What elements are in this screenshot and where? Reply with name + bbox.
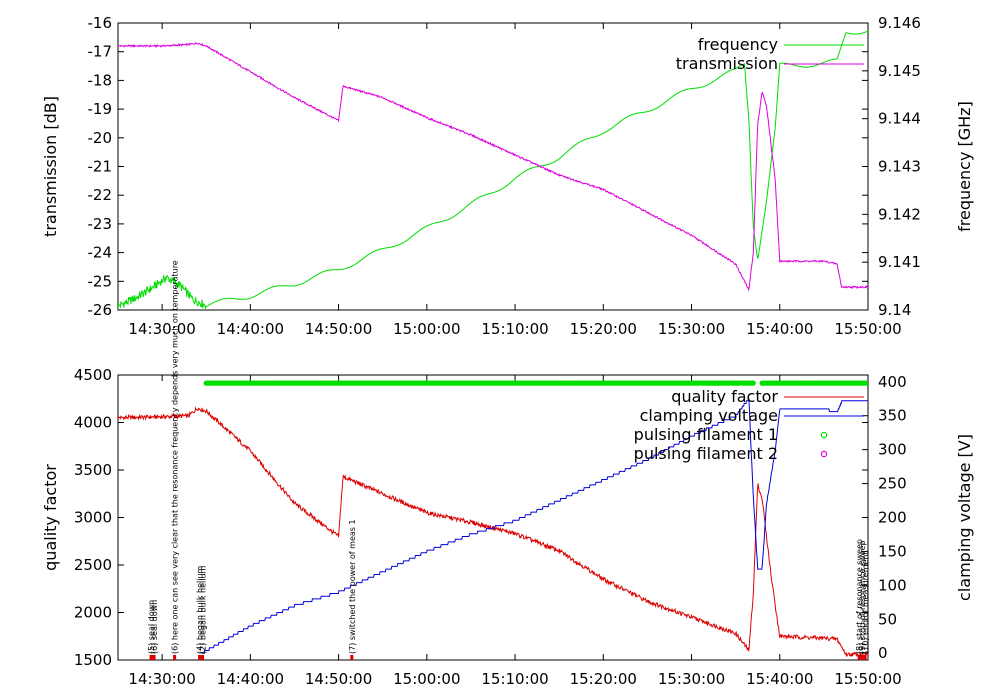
bottom-y2-tick-label: 300 bbox=[878, 441, 907, 459]
top-y2-tick-label: 9.145 bbox=[878, 62, 921, 80]
top-y-tick-label: -24 bbox=[88, 244, 113, 262]
bottom-y2-tick-label: 400 bbox=[878, 373, 907, 391]
top-legend-label: transmission bbox=[676, 54, 778, 73]
top-x-tick-label: 15:00:00 bbox=[393, 320, 460, 338]
top-y-tick-label: -17 bbox=[88, 43, 113, 61]
annotation-marker bbox=[350, 655, 354, 660]
top-y2-tick-label: 9.14 bbox=[878, 301, 911, 319]
bottom-legend-label: pulsing filament 1 bbox=[634, 425, 778, 444]
bottom-y2-tick-label: 150 bbox=[878, 542, 907, 560]
top-y-tick-label: -26 bbox=[88, 301, 113, 319]
bottom-y-tick-label: 1500 bbox=[74, 651, 112, 669]
bottom-legend-label: pulsing filament 2 bbox=[634, 444, 778, 463]
top-y-axis-label: transmission [dB] bbox=[41, 96, 60, 237]
annotation-label: (5) seal down bbox=[147, 600, 156, 654]
bottom-y2-axis-label: clamping voltage [V] bbox=[955, 434, 974, 601]
top-y-tick-label: -20 bbox=[88, 129, 113, 147]
bottom-legend-label: quality factor bbox=[671, 387, 778, 406]
annotation-label: (7) switched the power of meas 1 bbox=[348, 519, 357, 654]
bottom-legend-label: clamping voltage bbox=[640, 406, 778, 425]
bottom-x-tick-label: 15:00:00 bbox=[393, 670, 460, 688]
clamping-voltage-line bbox=[201, 397, 868, 654]
bottom-y-tick-label: 3000 bbox=[74, 509, 112, 527]
bottom-y2-tick-label: 250 bbox=[878, 475, 907, 493]
top-x-tick-label: 15:30:00 bbox=[658, 320, 725, 338]
top-x-tick-label: 14:30:00 bbox=[128, 320, 195, 338]
bottom-x-tick-label: 15:10:00 bbox=[481, 670, 548, 688]
top-legend-label: frequency bbox=[698, 35, 778, 54]
bottom-y-tick-label: 2500 bbox=[74, 556, 112, 574]
bottom-legend-swatch bbox=[820, 431, 828, 439]
top-y-tick-label: -25 bbox=[88, 272, 113, 290]
top-y2-tick-label: 9.141 bbox=[878, 253, 921, 271]
top-y2-axis-label: frequency [GHz] bbox=[955, 101, 974, 232]
bottom-x-tick-label: 15:20:00 bbox=[570, 670, 637, 688]
bottom-y2-tick-label: 350 bbox=[878, 407, 907, 425]
annotation-marker bbox=[857, 655, 861, 660]
bottom-panel: 1500 2000 2500 3000 3500 4000 4500 0 50 100 150 200… bbox=[41, 260, 974, 688]
annotation-label: (8) start of resonance sweep bbox=[855, 539, 864, 654]
bottom-series-group bbox=[118, 380, 868, 658]
top-series-group bbox=[118, 30, 868, 310]
top-x-tick-label: 14:50:00 bbox=[305, 320, 372, 338]
bottom-y2-tick-label: 200 bbox=[878, 509, 907, 527]
pulsing-point bbox=[865, 380, 868, 386]
bottom-x-tick-label: 14:40:00 bbox=[217, 670, 284, 688]
frequency-line bbox=[118, 30, 868, 310]
annotation-label: (6) seal down bbox=[150, 600, 159, 654]
annotation-marker bbox=[198, 655, 202, 660]
bottom-y2-tick-label: 50 bbox=[878, 610, 897, 628]
bottom-x-tick-label: 14:30:00 bbox=[128, 670, 195, 688]
top-y-tick-label: -22 bbox=[88, 186, 113, 204]
top-x-tick-label: 15:10:00 bbox=[481, 320, 548, 338]
annotation-label: (10) end of measurement bbox=[861, 551, 870, 654]
annotation-label: (4) began bulk helium bbox=[196, 565, 205, 654]
pulsing-point bbox=[750, 380, 756, 386]
top-x-tick-label: 15:20:00 bbox=[570, 320, 637, 338]
bottom-x-tick-label: 14:50:00 bbox=[305, 670, 372, 688]
top-x-tick-label: 14:40:00 bbox=[217, 320, 284, 338]
bottom-y2-tick-label: 100 bbox=[878, 576, 907, 594]
annotation-marker bbox=[860, 655, 864, 660]
top-x-tick-label: 15:40:00 bbox=[746, 320, 813, 338]
bottom-y-tick-label: 2000 bbox=[74, 604, 112, 622]
bottom-x-tick-label: 15:40:00 bbox=[746, 670, 813, 688]
bottom-legend-swatch bbox=[820, 450, 828, 458]
bottom-y-axis-label: quality factor bbox=[41, 464, 60, 571]
top-panel: -26 -25 -24 -23 -22 -21 -20 -19 -18 -17 -16 9.14 9.1… bbox=[41, 14, 974, 338]
top-y-tick-label: -21 bbox=[88, 158, 113, 176]
annotation-label: (9) stop of resonance sweep bbox=[858, 540, 867, 654]
bottom-y-tick-label: 3500 bbox=[74, 461, 112, 479]
top-y2-tick-label: 9.142 bbox=[878, 205, 921, 223]
top-y2-tick-label: 9.144 bbox=[878, 110, 921, 128]
top-y-tick-label: -18 bbox=[88, 71, 113, 89]
annotation-marker bbox=[149, 655, 153, 660]
annotation-label: (2) began bulk helium bbox=[199, 565, 208, 654]
bottom-y-tick-label: 4000 bbox=[74, 414, 112, 432]
annotation-marker bbox=[152, 655, 156, 660]
annotation-marker bbox=[863, 655, 867, 660]
top-y2-tick-label: 9.146 bbox=[878, 14, 921, 32]
top-y-tick-label: -19 bbox=[88, 100, 113, 118]
bottom-x-tick-label: 15:30:00 bbox=[658, 670, 725, 688]
transmission-line bbox=[118, 41, 868, 292]
top-y2-tick-label: 9.143 bbox=[878, 158, 921, 176]
top-y-tick-label: -23 bbox=[88, 215, 113, 233]
bottom-y-tick-label: 4500 bbox=[74, 366, 112, 384]
annotation-marker bbox=[201, 655, 205, 660]
bottom-y2-tick-label: 0 bbox=[878, 644, 888, 662]
annotation-marker bbox=[173, 655, 177, 660]
bottom-x-tick-label: 15:50:00 bbox=[834, 670, 901, 688]
top-x-tick-label: 15:50:00 bbox=[834, 320, 901, 338]
annotation-label: (6) here one can see very clear that the… bbox=[171, 260, 180, 654]
top-y-tick-label: -16 bbox=[88, 14, 113, 32]
